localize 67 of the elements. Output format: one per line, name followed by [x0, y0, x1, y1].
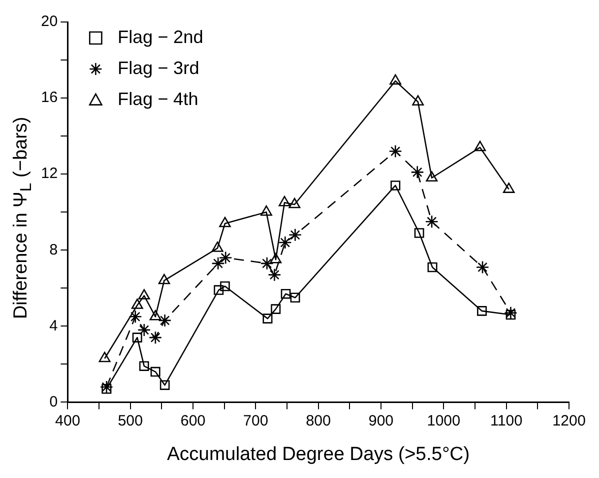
point: [131, 298, 144, 309]
point: [280, 288, 291, 299]
point: [212, 242, 224, 252]
x-tick-label: 600: [180, 412, 206, 430]
point: [100, 380, 114, 394]
point: [150, 310, 162, 320]
point: [214, 285, 224, 295]
point: [290, 292, 300, 303]
point: [160, 380, 170, 390]
point: [506, 310, 516, 320]
point: [428, 262, 438, 272]
point: [474, 140, 486, 152]
point: [260, 256, 274, 270]
point: [414, 228, 424, 238]
point: [260, 205, 272, 216]
legend-label: Flag − 4th: [118, 88, 198, 109]
point: [390, 180, 400, 190]
point: [412, 95, 424, 106]
point: [268, 268, 282, 282]
point: [220, 281, 230, 292]
x-tick-label: 700: [243, 412, 268, 430]
point: [128, 310, 142, 324]
x-tick-label: 1200: [552, 412, 586, 430]
y-tick-label: 20: [40, 13, 58, 30]
point: [270, 252, 282, 264]
point: [502, 182, 515, 193]
y-tick-label: 0: [49, 393, 58, 410]
legend-label: Flag − 2nd: [118, 26, 204, 47]
point: [138, 289, 150, 300]
point: [218, 251, 232, 264]
x-axis-title: Accumulated Degree Days (>5.5°C): [166, 444, 470, 465]
point: [476, 260, 490, 274]
point: [278, 236, 292, 250]
point: [98, 352, 111, 362]
point: [137, 323, 151, 337]
point: [211, 256, 225, 270]
y-tick-label: 12: [40, 165, 58, 182]
point: [148, 330, 162, 344]
point: [425, 214, 438, 228]
point: [158, 274, 170, 284]
y-tick-label: 8: [49, 241, 58, 258]
legend-label: Flag − 3rd: [118, 58, 200, 78]
point: [288, 198, 300, 208]
y-tick-label: 16: [40, 89, 58, 106]
point: [278, 196, 290, 206]
point: [158, 314, 172, 328]
x-tick-label: 900: [368, 412, 394, 430]
point: [270, 304, 281, 314]
point: [262, 314, 272, 324]
y-tick-label: 4: [49, 317, 58, 334]
x-tick-label: 800: [306, 412, 331, 430]
x-tick-label: 500: [118, 412, 143, 430]
point: [132, 332, 142, 342]
point: [139, 361, 150, 371]
point: [410, 166, 424, 179]
x-tick-label: 400: [55, 412, 80, 430]
point: [426, 171, 438, 182]
point: [288, 228, 302, 242]
point: [219, 216, 231, 228]
point: [504, 306, 518, 320]
point: [102, 384, 112, 394]
point: [390, 74, 402, 85]
point: [388, 144, 402, 158]
point: [150, 366, 160, 377]
point: [477, 306, 487, 316]
x-tick-label: 1000: [426, 412, 460, 430]
x-tick-label: 1100: [490, 412, 522, 430]
